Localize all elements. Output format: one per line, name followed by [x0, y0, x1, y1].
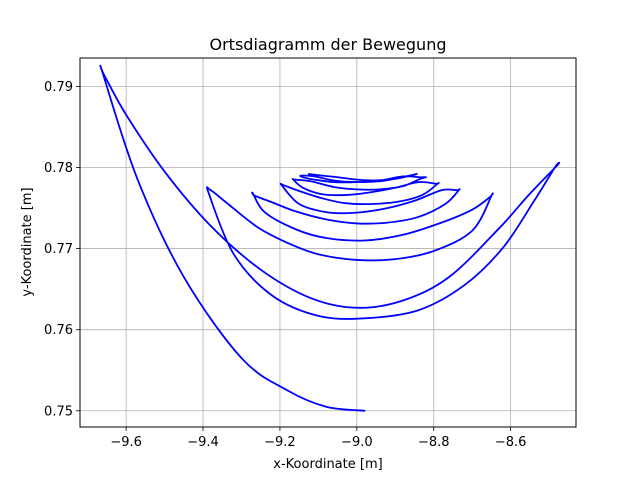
grid-layer — [80, 58, 576, 427]
x-tick-label: −9.2 — [264, 435, 296, 450]
y-tick-label: 0.79 — [44, 80, 73, 95]
y-tick-label: 0.78 — [44, 161, 73, 176]
x-tick-label: −8.6 — [495, 435, 527, 450]
x-axis-label: x-Koordinate [m] — [273, 457, 382, 472]
y-tick-label: 0.75 — [44, 404, 73, 419]
series-layer — [99, 64, 561, 412]
y-tick-label: 0.77 — [44, 242, 73, 257]
plot-frame — [79, 57, 577, 428]
trajectory-line-0 — [99, 64, 561, 412]
y-axis-label: y-Koordinate [m] — [20, 187, 35, 296]
chart-title: Ortsdiagramm der Bewegung — [210, 35, 447, 54]
y-tick-label: 0.76 — [44, 323, 73, 338]
tick-layer: −9.6 −9.4 −9.2 −9.0 −8.8 −8.6 0.75 0.76 0.77 0.78… — [44, 80, 526, 450]
x-tick-label: −9.0 — [341, 435, 373, 450]
x-tick-label: −9.4 — [187, 435, 219, 450]
x-tick-label: −8.8 — [418, 435, 450, 450]
x-tick-label: −9.6 — [110, 435, 142, 450]
plot-area — [80, 58, 576, 427]
